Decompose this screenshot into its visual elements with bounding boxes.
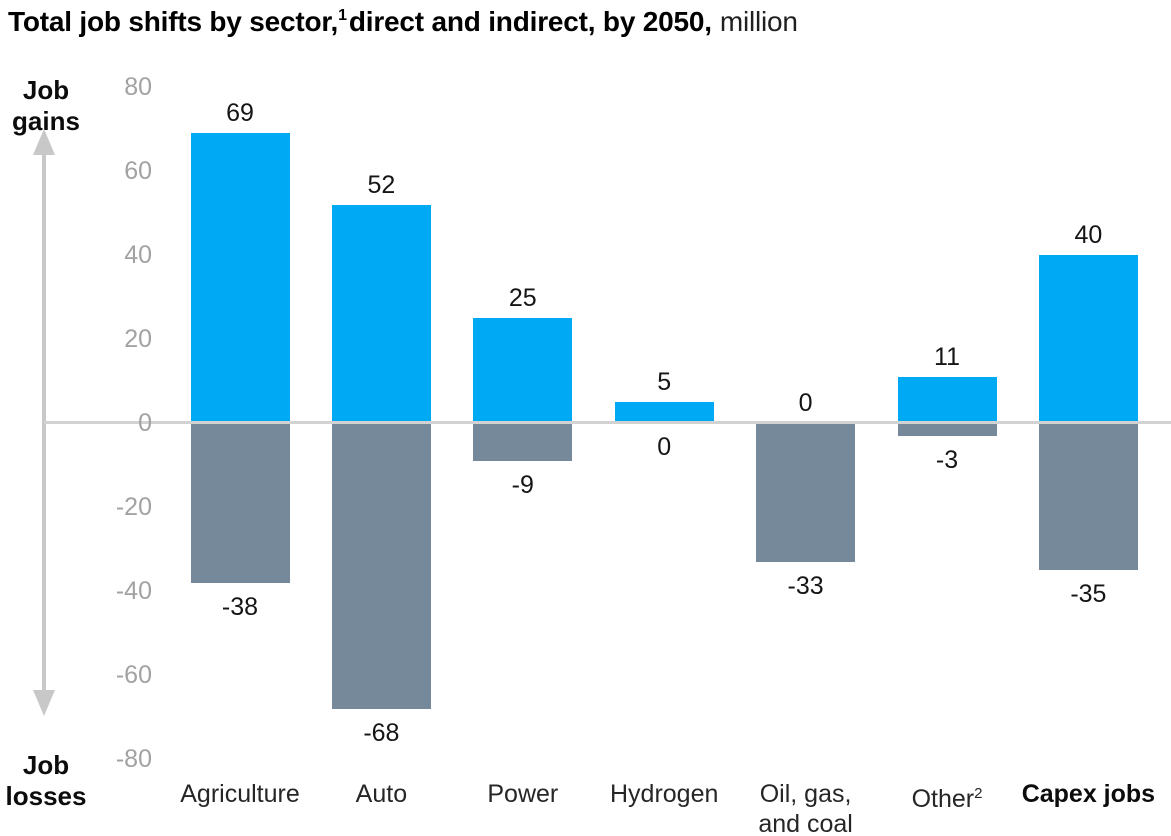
loss-value-label: -3 [935, 445, 959, 474]
category-label: Other2 [911, 785, 983, 813]
category-label: Power [487, 780, 559, 808]
loss-bar [897, 423, 997, 436]
gain-value-label: 0 [798, 389, 813, 417]
category-label: Agriculture [180, 780, 300, 808]
loss-value-label: -9 [511, 470, 534, 499]
category-label: Capex jobs [1021, 780, 1156, 808]
gain-bar [897, 376, 997, 423]
y-tick-label: 20 [124, 325, 152, 353]
y-tick-label: 60 [124, 157, 152, 185]
category-footnote-marker: 2 [974, 785, 983, 802]
loss-bar [473, 423, 573, 461]
loss-value-label: -68 [363, 718, 400, 747]
y-tick-label: -20 [115, 493, 152, 521]
chart-title: Total job shifts by sector,1direct and i… [8, 6, 798, 38]
y-tick-label: -80 [115, 745, 152, 773]
zero-baseline [44, 421, 1171, 424]
gain-value-label: 52 [367, 170, 396, 199]
gain-value-label: 11 [934, 342, 960, 371]
loss-bar [1038, 423, 1138, 570]
axis-label-job-gains: Job gains [12, 75, 80, 136]
y-tick-label: -40 [115, 577, 152, 605]
gain-value-label: 69 [226, 99, 254, 128]
loss-value-label: -33 [787, 571, 824, 600]
gain-value-label: 5 [657, 368, 672, 396]
y-tick-label: 0 [138, 409, 152, 437]
gain-bar [473, 318, 573, 423]
category-label: Auto [355, 780, 408, 808]
title-footnote-marker: 1 [338, 7, 347, 24]
gain-bar [614, 402, 714, 423]
loss-bar [331, 423, 431, 709]
axis-label-job-losses: Job losses [5, 750, 87, 811]
y-tick-label: 40 [124, 241, 152, 269]
loss-value-label: -35 [1070, 580, 1107, 608]
gain-bar [331, 204, 431, 423]
gain-value-label: 40 [1074, 221, 1103, 249]
category-label: Oil, gas, and coal [758, 780, 853, 836]
y-tick-label: 80 [124, 73, 152, 101]
y-tick-label: -60 [115, 661, 152, 689]
loss-value-label: 0 [657, 433, 672, 461]
loss-bar [756, 423, 856, 562]
loss-value-label: -38 [221, 592, 259, 621]
gain-value-label: 25 [508, 284, 537, 312]
loss-bar [190, 423, 290, 583]
category-label: Hydrogen [609, 780, 719, 808]
gain-bar [190, 133, 290, 423]
gain-bar [1038, 255, 1138, 423]
chart-title-unit: million [719, 6, 798, 37]
chart-title-continued: direct and indirect, by 2050, [348, 6, 712, 37]
chart-title-main: Total job shifts by sector, [8, 6, 339, 37]
